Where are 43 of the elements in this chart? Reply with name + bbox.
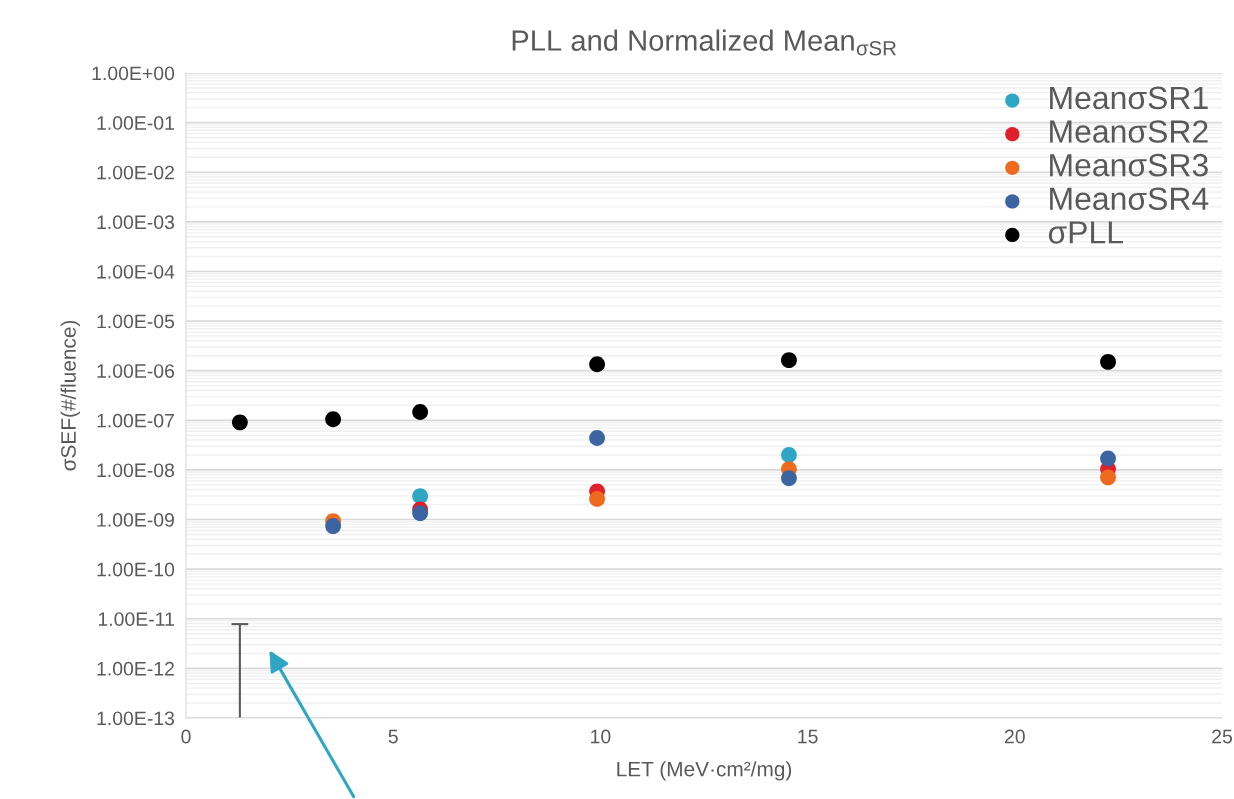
- x-tick-label: 0: [181, 729, 191, 744]
- point: [1100, 450, 1116, 467]
- y-tick-label: 1.00E-13: [97, 711, 175, 726]
- y-tick-label: 1.00E-05: [97, 314, 175, 329]
- legend-label: σPLL: [1048, 221, 1123, 244]
- point: [589, 356, 605, 373]
- y-tick-label: 1.00E-11: [98, 612, 174, 627]
- point: [412, 505, 429, 521]
- point: [231, 414, 248, 431]
- y-tick-label: 1.00E-04: [97, 264, 175, 279]
- point: [781, 447, 797, 463]
- y-tick-label: 1.00E-10: [97, 562, 175, 577]
- legend-label: MeanσSR3: [1050, 153, 1208, 177]
- y-tick-label: 1.00E+00: [92, 66, 175, 81]
- point: [1100, 469, 1116, 486]
- point: [325, 518, 342, 534]
- legend-label: MeanσSR1: [1050, 86, 1208, 110]
- y-tick-label: 1.00E-08: [97, 463, 175, 478]
- y-tick-label: 1.00E-09: [97, 513, 174, 527]
- x-tick-label: 10: [591, 729, 611, 744]
- x-tick-label: 25: [1212, 729, 1232, 744]
- legend-label: MeanσSR4: [1050, 187, 1209, 211]
- chart-title: PLL and Normalized Mean$_{σSR}$: [512, 29, 896, 56]
- y-tick-label: 1.00E-01: [97, 116, 174, 130]
- y-axis-title: σSEF(#/fluence): [60, 320, 80, 471]
- point: [1100, 354, 1116, 370]
- point: [781, 470, 797, 487]
- y-tick-label: 1.00E-12: [97, 661, 174, 676]
- point: [589, 491, 605, 507]
- y-tick-label: 1.00E-07: [97, 413, 174, 428]
- y-tick-label: 1.00E-03: [97, 215, 175, 230]
- point: [781, 352, 797, 369]
- x-tick-label: 15: [798, 729, 818, 744]
- point: [412, 488, 429, 505]
- point: [325, 411, 342, 428]
- legend-label: MeanσSR2: [1050, 120, 1208, 143]
- y-tick-label: 1.00E-02: [97, 165, 174, 180]
- point: [589, 430, 605, 446]
- y-tick-label: 1.00E-06: [97, 364, 175, 378]
- x-tick-label: 5: [388, 729, 398, 744]
- x-tick-label: 20: [1004, 729, 1025, 744]
- point: [412, 404, 429, 420]
- x-axis-title: LET (MeV·cm²/mg): [617, 761, 792, 781]
